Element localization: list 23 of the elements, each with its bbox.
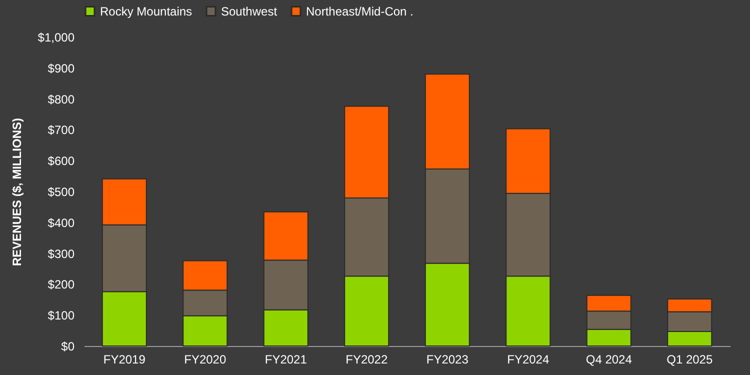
y-tick-label: $500 [48, 185, 75, 199]
y-tick-label: $600 [48, 154, 75, 168]
x-tick-label: FY2019 [103, 352, 146, 366]
y-tick-label: $700 [48, 123, 75, 138]
y-tick-label: $100 [48, 308, 75, 323]
x-tick-label: FY2022 [346, 352, 388, 366]
x-tick-label: Q4 2024 [586, 352, 632, 366]
x-tick-label: FY2020 [184, 352, 226, 366]
legend-label: Rocky Mountains [100, 4, 192, 18]
legend-label: Northeast/Mid-Con . [306, 4, 414, 18]
legend-label: Southwest [221, 4, 278, 18]
y-tick-label: $400 [48, 216, 75, 230]
y-tick-label: $0 [61, 340, 75, 354]
x-tick-label: Q1 2025 [666, 352, 713, 366]
y-tick-label: $1,000 [38, 30, 75, 44]
y-axis-title: REVENUES ($, MILLIONS) [10, 118, 24, 266]
x-tick-label: FY2024 [507, 352, 550, 366]
x-tick-label: FY2021 [264, 352, 308, 366]
y-tick-label: $200 [48, 278, 75, 292]
x-tick-label: FY2023 [426, 352, 469, 366]
y-tick-label: $900 [48, 61, 75, 76]
y-tick-label: $800 [48, 92, 75, 106]
y-tick-label: $300 [48, 246, 75, 261]
